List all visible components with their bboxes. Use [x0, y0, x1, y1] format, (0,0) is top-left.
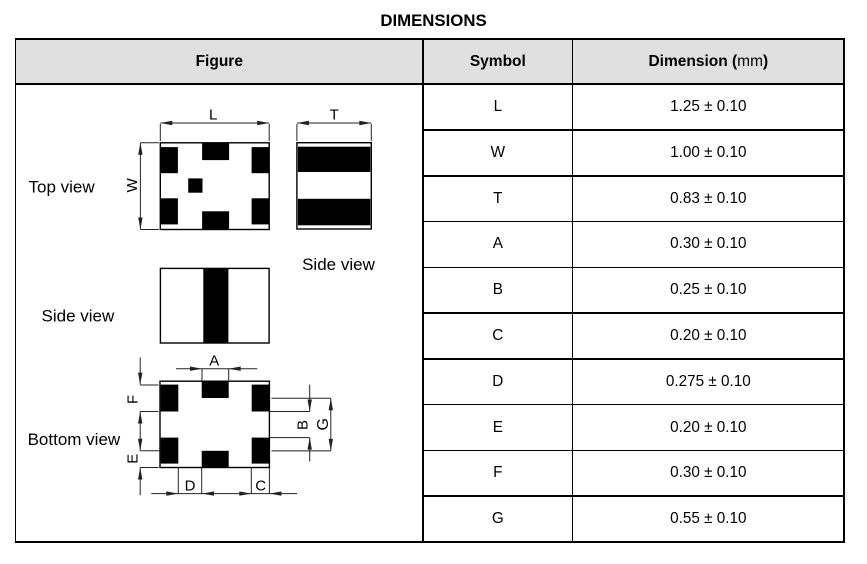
svg-text:E: E: [125, 454, 142, 464]
svg-text:Top view: Top view: [29, 177, 96, 196]
svg-text:G: G: [315, 418, 332, 430]
svg-text:Side view: Side view: [302, 255, 375, 274]
svg-text:A: A: [209, 353, 219, 370]
svg-text:Side view: Side view: [42, 306, 115, 325]
svg-text:W: W: [124, 177, 141, 192]
svg-text:L: L: [209, 107, 217, 124]
svg-text:Bottom view: Bottom view: [28, 430, 121, 449]
svg-text:D: D: [185, 478, 196, 495]
svg-text:C: C: [255, 478, 266, 495]
svg-text:T: T: [330, 107, 339, 124]
svg-text:B: B: [295, 420, 312, 430]
svg-text:F: F: [125, 395, 142, 404]
